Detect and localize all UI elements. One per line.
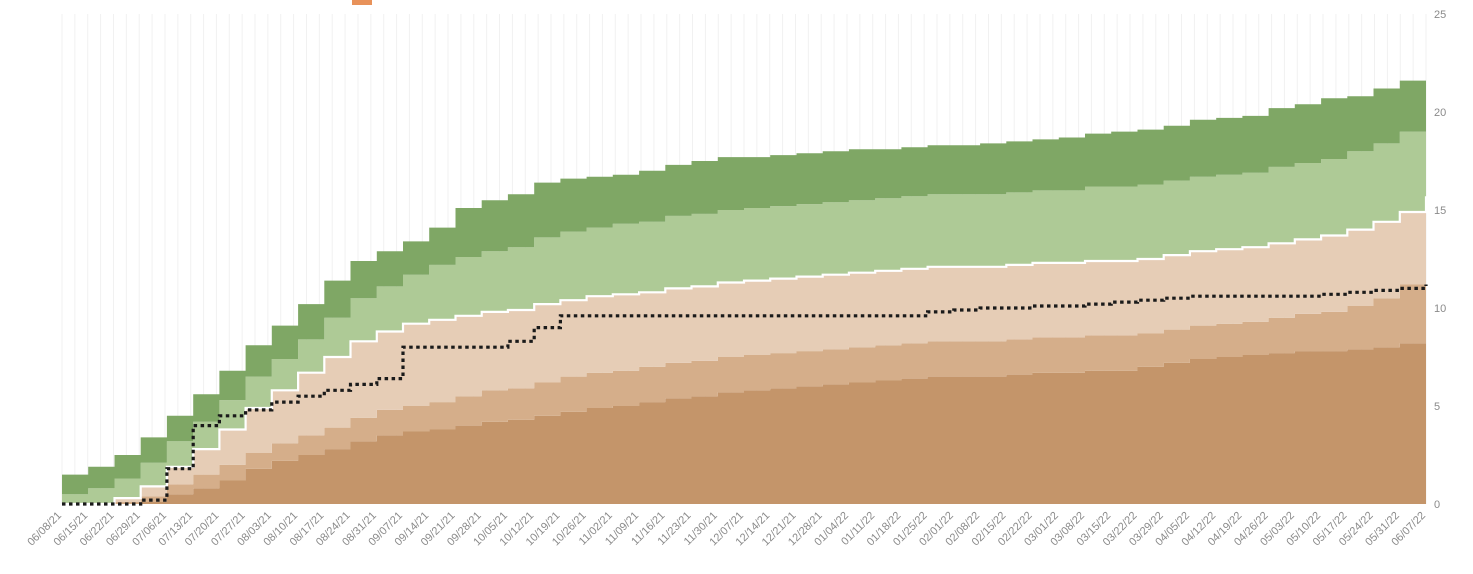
area-series-4 (62, 114, 1426, 504)
legend-swatch (352, 0, 372, 5)
y-tick-label: 25 (1434, 9, 1446, 21)
area-series-3 (62, 196, 1426, 505)
y-tick-label: 5 (1434, 401, 1440, 413)
legend (352, 0, 372, 5)
y-tick-label: 20 (1434, 107, 1446, 119)
overlay-lines (62, 196, 1428, 506)
y-tick-label: 0 (1434, 499, 1440, 511)
boundary-line (62, 196, 1428, 506)
area-series-1 (62, 337, 1426, 504)
reference-dotted-line (62, 284, 1428, 506)
y-tick-label: 15 (1434, 205, 1446, 217)
y-tick-label: 10 (1434, 303, 1446, 315)
area-series-5 (62, 55, 1426, 495)
area-series (62, 55, 1426, 505)
x-axis-ticks: 06/08/2106/15/2106/22/2106/29/2107/06/21… (25, 510, 1428, 549)
area-series-2 (62, 266, 1426, 504)
y-axis-ticks: 0 5 10 15 20 25 (1434, 9, 1446, 511)
